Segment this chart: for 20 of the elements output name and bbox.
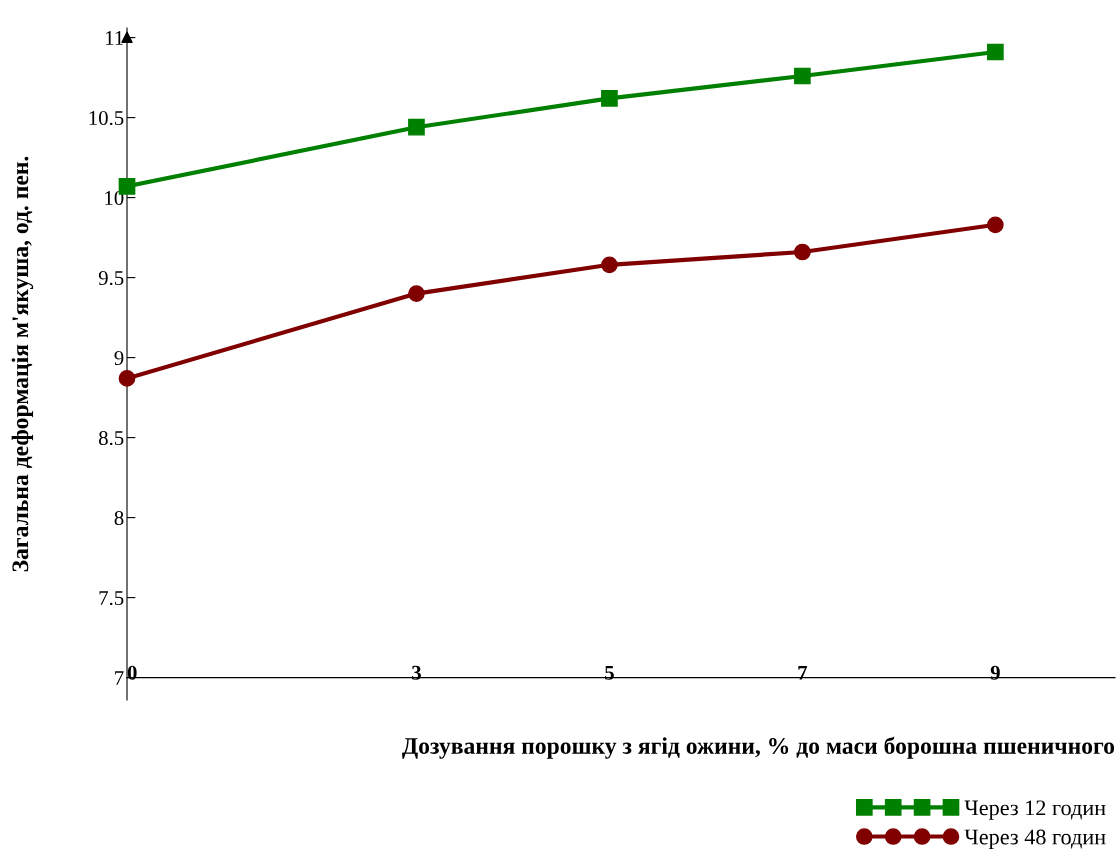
- y-tick-label: 7.5: [99, 591, 124, 606]
- x-axis-title: Дозування порошку з ягід ожини, % до маси борошна пшеничного: [402, 736, 1115, 759]
- point: [118, 370, 136, 387]
- point: [601, 90, 618, 107]
- point: [601, 256, 618, 274]
- point: [408, 285, 425, 302]
- y-tick-label: 11: [106, 31, 123, 45]
- y-tick-label: 9: [114, 351, 124, 366]
- point: [794, 67, 811, 85]
- point: [987, 43, 1004, 61]
- legend-label: Через 48 годин: [964, 829, 1106, 850]
- legend-label: Через 12 годин: [964, 800, 1106, 820]
- point: [794, 243, 811, 261]
- y-tick-label: 8: [114, 510, 124, 526]
- point: [408, 118, 425, 136]
- y-tick-label: 10.5: [89, 110, 124, 126]
- y-axis-title: Загальна деформація м'якуша, од. пен.: [11, 156, 34, 572]
- point: [987, 216, 1004, 234]
- y-tick-label: 9.5: [98, 271, 124, 286]
- y-tick-label: 8.5: [98, 430, 124, 446]
